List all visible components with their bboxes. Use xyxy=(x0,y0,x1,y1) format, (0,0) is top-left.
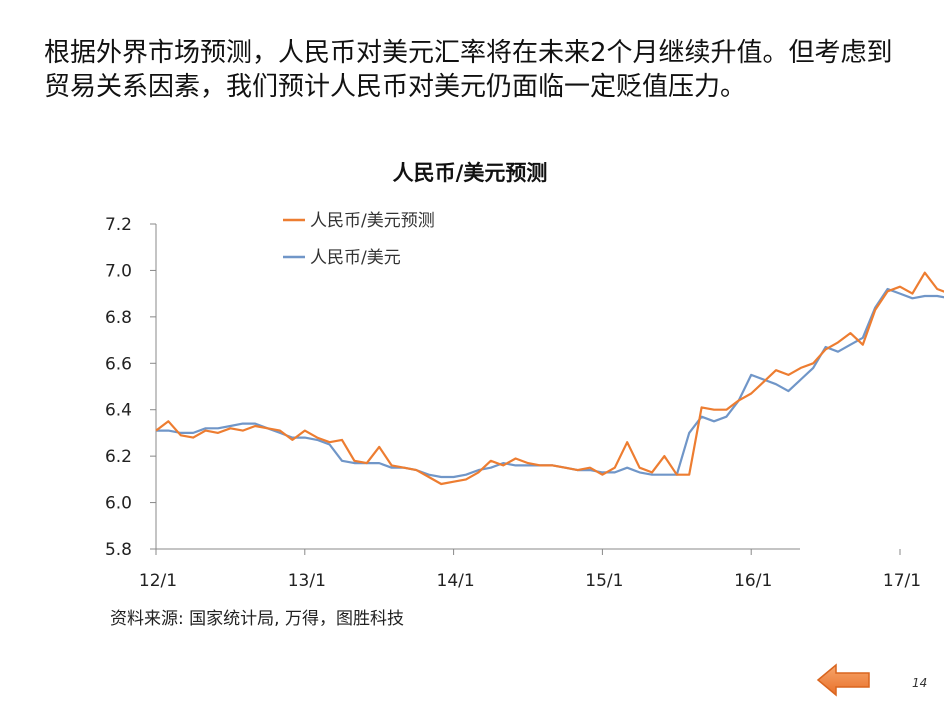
page-number: 14 xyxy=(912,676,928,690)
left-arrow-icon xyxy=(816,663,870,697)
y-tick-label: 6.4 xyxy=(105,401,132,421)
y-tick-label: 6.8 xyxy=(105,308,132,328)
y-tick-label: 6.2 xyxy=(105,447,132,467)
y-tick-label: 6.0 xyxy=(105,494,132,514)
y-tick-label: 6.6 xyxy=(105,354,132,374)
intro-text: 根据外界市场预测，人民币对美元汇率将在未来2个月继续升值。但考虑到贸易关系因素，… xyxy=(44,38,893,102)
x-tick-label: 14/1 xyxy=(437,571,475,591)
x-tick-label: 16/1 xyxy=(734,571,772,591)
x-tick-label: 17/1 xyxy=(883,571,921,591)
source-note: 资料来源: 国家统计局, 万得，图胜科技 xyxy=(110,609,404,629)
chart-axes: 5.8 6.0 6.2 6.4 6.6 6.8 7.0 7.2 12/1 13/1 14/1 15/1… xyxy=(105,215,921,591)
y-tick-label: 7.0 xyxy=(105,261,132,281)
x-tick-label: 13/1 xyxy=(288,571,326,591)
chart-title: 人民币/美元预测 xyxy=(392,161,548,185)
legend-label: 人民币/美元 xyxy=(310,248,401,268)
forecast-series-line xyxy=(155,271,944,486)
y-tick-label: 5.8 xyxy=(105,540,132,560)
x-tick-label: 15/1 xyxy=(585,571,623,591)
y-tick-label: 7.2 xyxy=(105,215,132,235)
chart-lines: 6.7 xyxy=(155,271,944,486)
actual-series-line xyxy=(156,287,944,479)
back-button[interactable] xyxy=(816,662,872,702)
legend-label: 人民币/美元预测 xyxy=(310,211,435,231)
x-tick-label: 12/1 xyxy=(139,571,177,591)
